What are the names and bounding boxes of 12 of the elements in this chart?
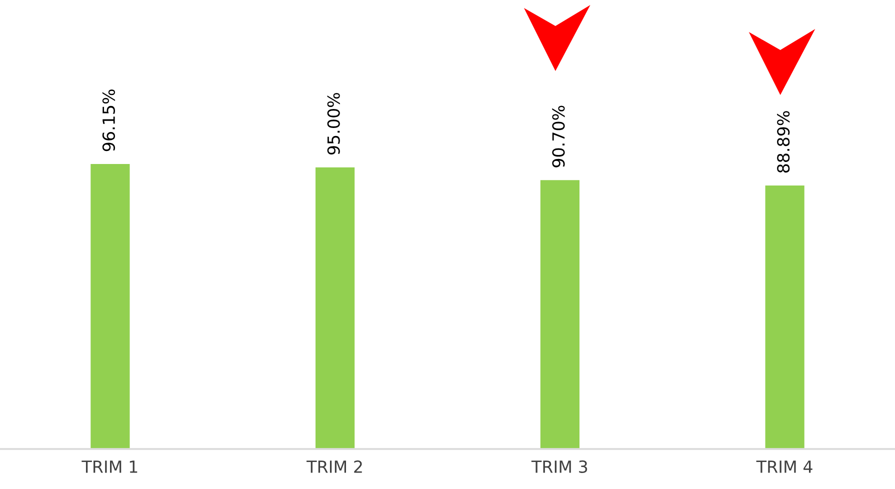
x-tick-label: TRIM 3 [531,460,588,474]
bar [539,178,581,449]
x-tick-label: TRIM 1 [82,460,138,473]
bar [314,166,356,449]
data-label: 90.70% [552,106,565,168]
x-tick-label: TRIM 2 [306,460,362,473]
bar [89,162,132,449]
data-label: 95.00% [327,92,340,155]
x-tick-label: TRIM 4 [756,460,812,473]
data-label: 88.89% [777,111,790,173]
bar [764,184,806,449]
data-label: 96.15% [102,90,116,152]
